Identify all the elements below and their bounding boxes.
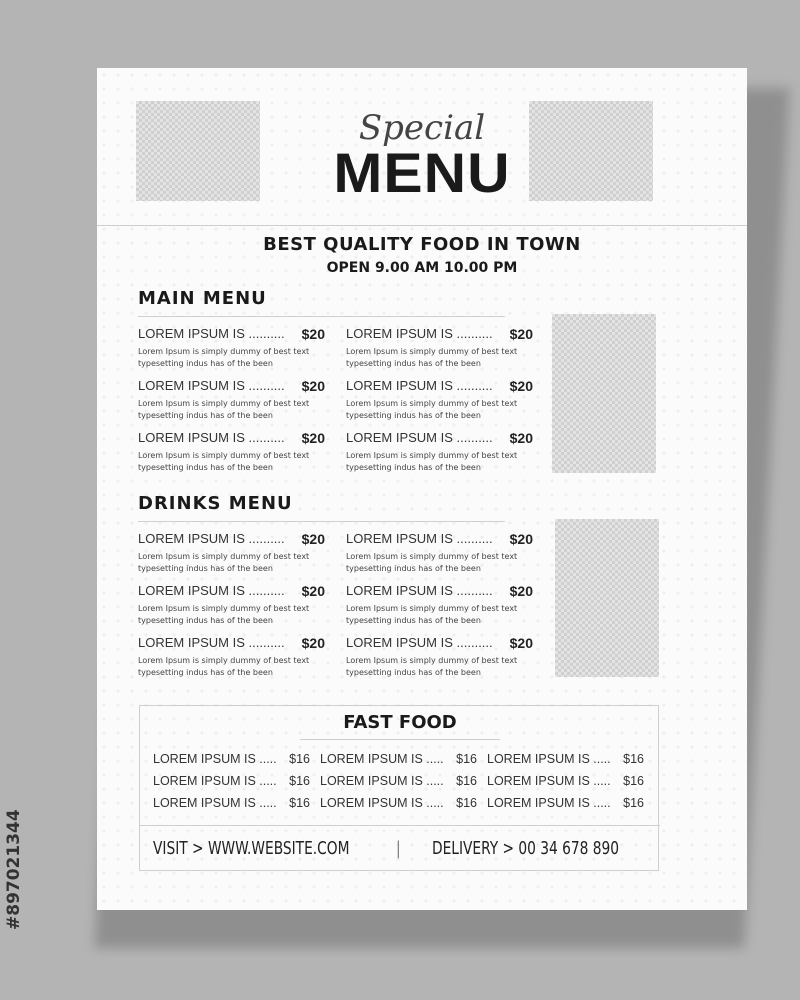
item-description: Lorem Ipsum is simply dummy of best text… bbox=[138, 347, 310, 368]
menu-item: LOREM IPSUM IS .......... $20 Lorem Ipsum … bbox=[346, 326, 533, 370]
fast-food-item: LOREM IPSUM IS ..... $16 bbox=[320, 752, 477, 766]
item-name: LOREM IPSUM IS .......... bbox=[346, 378, 493, 393]
item-name: LOREM IPSUM IS ..... bbox=[320, 752, 444, 766]
item-name: LOREM IPSUM IS ..... bbox=[487, 774, 611, 788]
menu-item: LOREM IPSUM IS .......... $20 Lorem Ipsum … bbox=[346, 378, 533, 422]
item-description: Lorem Ipsum is simply dummy of best text… bbox=[346, 656, 518, 677]
item-price: $20 bbox=[509, 430, 533, 446]
item-description: Lorem Ipsum is simply dummy of best text… bbox=[138, 604, 310, 625]
item-name: LOREM IPSUM IS ..... bbox=[487, 796, 611, 810]
fast-food-item: LOREM IPSUM IS ..... $16 bbox=[487, 796, 644, 810]
item-price: $16 bbox=[289, 752, 310, 766]
drinks-menu-title: DRINKS MENU bbox=[138, 493, 293, 514]
item-description: Lorem Ipsum is simply dummy of best text… bbox=[138, 451, 310, 472]
item-name: LOREM IPSUM IS ..... bbox=[487, 752, 611, 766]
menu-item: LOREM IPSUM IS .......... $20 Lorem Ipsum … bbox=[346, 583, 533, 627]
page-title: MENU bbox=[333, 141, 511, 204]
menu-item: LOREM IPSUM IS .......... $20 Lorem Ipsum … bbox=[138, 531, 325, 575]
fast-food-divider bbox=[300, 739, 500, 740]
item-name: LOREM IPSUM IS .......... bbox=[138, 635, 285, 650]
fast-food-item: LOREM IPSUM IS ..... $16 bbox=[320, 796, 477, 810]
fast-food-box: FAST FOOD LOREM IPSUM IS ..... $16 LOREM I… bbox=[139, 705, 660, 871]
item-price: $20 bbox=[301, 531, 325, 547]
item-price: $20 bbox=[509, 635, 533, 651]
item-price: $20 bbox=[301, 583, 325, 599]
image-placeholder-main bbox=[552, 314, 656, 473]
item-price: $20 bbox=[301, 430, 325, 446]
menu-item: LOREM IPSUM IS .......... $20 Lorem Ipsum … bbox=[138, 430, 325, 474]
menu-item: LOREM IPSUM IS .......... $20 Lorem Ipsum … bbox=[138, 378, 325, 422]
item-name: LOREM IPSUM IS .......... bbox=[346, 430, 493, 445]
menu-item: LOREM IPSUM IS .......... $20 Lorem Ipsum … bbox=[346, 430, 533, 474]
fast-food-item: LOREM IPSUM IS ..... $16 bbox=[153, 796, 310, 810]
item-price: $16 bbox=[289, 796, 310, 810]
item-price: $16 bbox=[623, 752, 644, 766]
item-name: LOREM IPSUM IS ..... bbox=[153, 752, 277, 766]
stock-id-watermark: #897021344 bbox=[4, 809, 24, 930]
item-price: $20 bbox=[509, 378, 533, 394]
fast-food-item: LOREM IPSUM IS ..... $16 bbox=[153, 774, 310, 788]
item-name: LOREM IPSUM IS .......... bbox=[346, 531, 493, 546]
image-placeholder-top-right bbox=[529, 101, 653, 201]
item-name: LOREM IPSUM IS .......... bbox=[138, 531, 285, 546]
website-link[interactable]: VISIT > WWW.WEBSITE.COM bbox=[153, 838, 350, 859]
main-menu-title: MAIN MENU bbox=[138, 288, 267, 309]
item-price: $16 bbox=[289, 774, 310, 788]
item-name: LOREM IPSUM IS ..... bbox=[153, 774, 277, 788]
item-name: LOREM IPSUM IS ..... bbox=[320, 796, 444, 810]
script-title: Special bbox=[358, 108, 486, 148]
opening-hours: OPEN 9.00 AM 10.00 PM bbox=[326, 260, 518, 276]
item-description: Lorem Ipsum is simply dummy of best text… bbox=[346, 604, 518, 625]
item-name: LOREM IPSUM IS .......... bbox=[138, 326, 285, 341]
item-price: $20 bbox=[509, 583, 533, 599]
item-price: $16 bbox=[456, 752, 477, 766]
item-name: LOREM IPSUM IS .......... bbox=[138, 378, 285, 393]
item-name: LOREM IPSUM IS .......... bbox=[346, 635, 493, 650]
footer-divider bbox=[140, 825, 660, 826]
fast-food-item: LOREM IPSUM IS ..... $16 bbox=[320, 774, 477, 788]
delivery-phone: DELIVERY > 00 34 678 890 bbox=[432, 838, 620, 859]
item-name: LOREM IPSUM IS ..... bbox=[320, 774, 444, 788]
fast-food-item: LOREM IPSUM IS ..... $16 bbox=[153, 752, 310, 766]
item-price: $16 bbox=[456, 774, 477, 788]
image-placeholder-top-left bbox=[136, 101, 260, 201]
item-name: LOREM IPSUM IS ..... bbox=[153, 796, 277, 810]
image-placeholder-drinks bbox=[555, 519, 659, 677]
item-price: $16 bbox=[623, 774, 644, 788]
menu-item: LOREM IPSUM IS .......... $20 Lorem Ipsum … bbox=[346, 531, 533, 575]
tagline: BEST QUALITY FOOD IN TOWN bbox=[263, 234, 581, 255]
item-description: Lorem Ipsum is simply dummy of best text… bbox=[346, 399, 518, 420]
item-name: LOREM IPSUM IS .......... bbox=[346, 583, 493, 598]
menu-flyer: Special MENU BEST QUALITY FOOD IN TOWN O… bbox=[97, 68, 747, 910]
item-price: $20 bbox=[509, 326, 533, 342]
item-description: Lorem Ipsum is simply dummy of best text… bbox=[138, 399, 310, 420]
item-price: $20 bbox=[301, 635, 325, 651]
menu-item: LOREM IPSUM IS .......... $20 Lorem Ipsum … bbox=[346, 635, 533, 679]
item-price: $16 bbox=[623, 796, 644, 810]
item-name: LOREM IPSUM IS .......... bbox=[138, 583, 285, 598]
menu-item: LOREM IPSUM IS .......... $20 Lorem Ipsum … bbox=[138, 326, 325, 370]
item-description: Lorem Ipsum is simply dummy of best text… bbox=[138, 552, 310, 573]
menu-item: LOREM IPSUM IS .......... $20 Lorem Ipsum … bbox=[138, 583, 325, 627]
item-price: $16 bbox=[456, 796, 477, 810]
item-name: LOREM IPSUM IS .......... bbox=[138, 430, 285, 445]
item-price: $20 bbox=[509, 531, 533, 547]
item-description: Lorem Ipsum is simply dummy of best text… bbox=[346, 347, 518, 368]
item-price: $20 bbox=[301, 378, 325, 394]
item-description: Lorem Ipsum is simply dummy of best text… bbox=[346, 552, 518, 573]
fast-food-title: FAST FOOD bbox=[343, 712, 457, 733]
item-price: $20 bbox=[301, 326, 325, 342]
menu-item: LOREM IPSUM IS .......... $20 Lorem Ipsum … bbox=[138, 635, 325, 679]
drinks-menu-divider bbox=[138, 521, 505, 522]
header-divider bbox=[97, 225, 747, 226]
item-description: Lorem Ipsum is simply dummy of best text… bbox=[346, 451, 518, 472]
main-menu-divider bbox=[138, 316, 505, 317]
fast-food-item: LOREM IPSUM IS ..... $16 bbox=[487, 774, 644, 788]
fast-food-item: LOREM IPSUM IS ..... $16 bbox=[487, 752, 644, 766]
footer-separator: | bbox=[396, 838, 401, 859]
item-description: Lorem Ipsum is simply dummy of best text… bbox=[138, 656, 310, 677]
item-name: LOREM IPSUM IS .......... bbox=[346, 326, 493, 341]
